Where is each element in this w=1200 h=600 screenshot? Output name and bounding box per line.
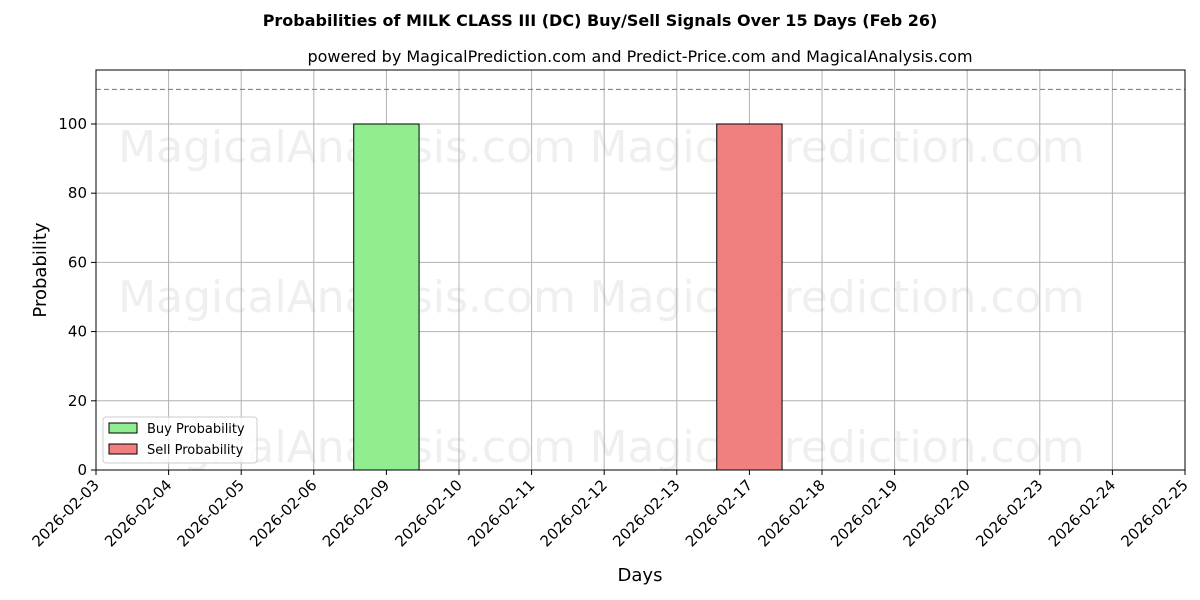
x-tick-label: 2026-02-10: [391, 476, 465, 550]
x-tick-label: 2026-02-20: [900, 476, 974, 550]
legend-swatch-sell: [108, 443, 138, 455]
y-tick-label: 60: [68, 253, 87, 271]
legend-label-sell: Sell Probability: [147, 443, 244, 458]
y-tick-label: 100: [58, 115, 87, 133]
y-tick-label: 0: [77, 461, 87, 479]
plot-frame: [95, 69, 1186, 471]
x-tick-label: 2026-02-11: [464, 476, 538, 550]
sell-bar: [716, 123, 783, 471]
y-axis-label: Probability: [30, 222, 51, 317]
x-tick-label: 2026-02-17: [682, 476, 756, 550]
y-tick-label: 20: [68, 392, 87, 410]
y-tick-label: 40: [68, 323, 87, 341]
legend-label-buy: Buy Probability: [147, 422, 245, 437]
x-tick-label: 2026-02-03: [28, 476, 102, 550]
x-tick-label: 2026-02-05: [174, 476, 248, 550]
x-tick-label: 2026-02-23: [972, 476, 1046, 550]
x-tick-label: 2026-02-13: [609, 476, 683, 550]
chart-subtitle: powered by MagicalPrediction.com and Pre…: [307, 47, 972, 66]
x-tick-label: 2026-02-24: [1045, 476, 1119, 550]
x-tick-label: 2026-02-04: [101, 476, 175, 550]
watermark: MagicalPrediction.com: [590, 122, 1085, 173]
x-tick-label: 2026-02-19: [827, 476, 901, 550]
buy-bar: [353, 123, 420, 471]
watermark: MagicalAnalysis.com: [118, 122, 576, 173]
x-tick-label: 2026-02-12: [537, 476, 611, 550]
watermark: MagicalPrediction.com: [590, 422, 1085, 473]
chart-title: Probabilities of MILK CLASS III (DC) Buy…: [263, 11, 938, 30]
x-tick-label: 2026-02-25: [1117, 476, 1191, 550]
x-tick-label: 2026-02-09: [319, 476, 393, 550]
watermark: MagicalAnalysis.com: [118, 272, 576, 323]
legend: Buy Probability Sell Probability: [102, 416, 258, 464]
x-axis-label: Days: [618, 565, 663, 586]
legend-swatch-buy: [108, 422, 138, 434]
y-tick-label: 80: [68, 184, 87, 202]
watermark: MagicalPrediction.com: [590, 272, 1085, 323]
x-tick-label: 2026-02-06: [246, 476, 320, 550]
x-tick-label: 2026-02-18: [754, 476, 828, 550]
